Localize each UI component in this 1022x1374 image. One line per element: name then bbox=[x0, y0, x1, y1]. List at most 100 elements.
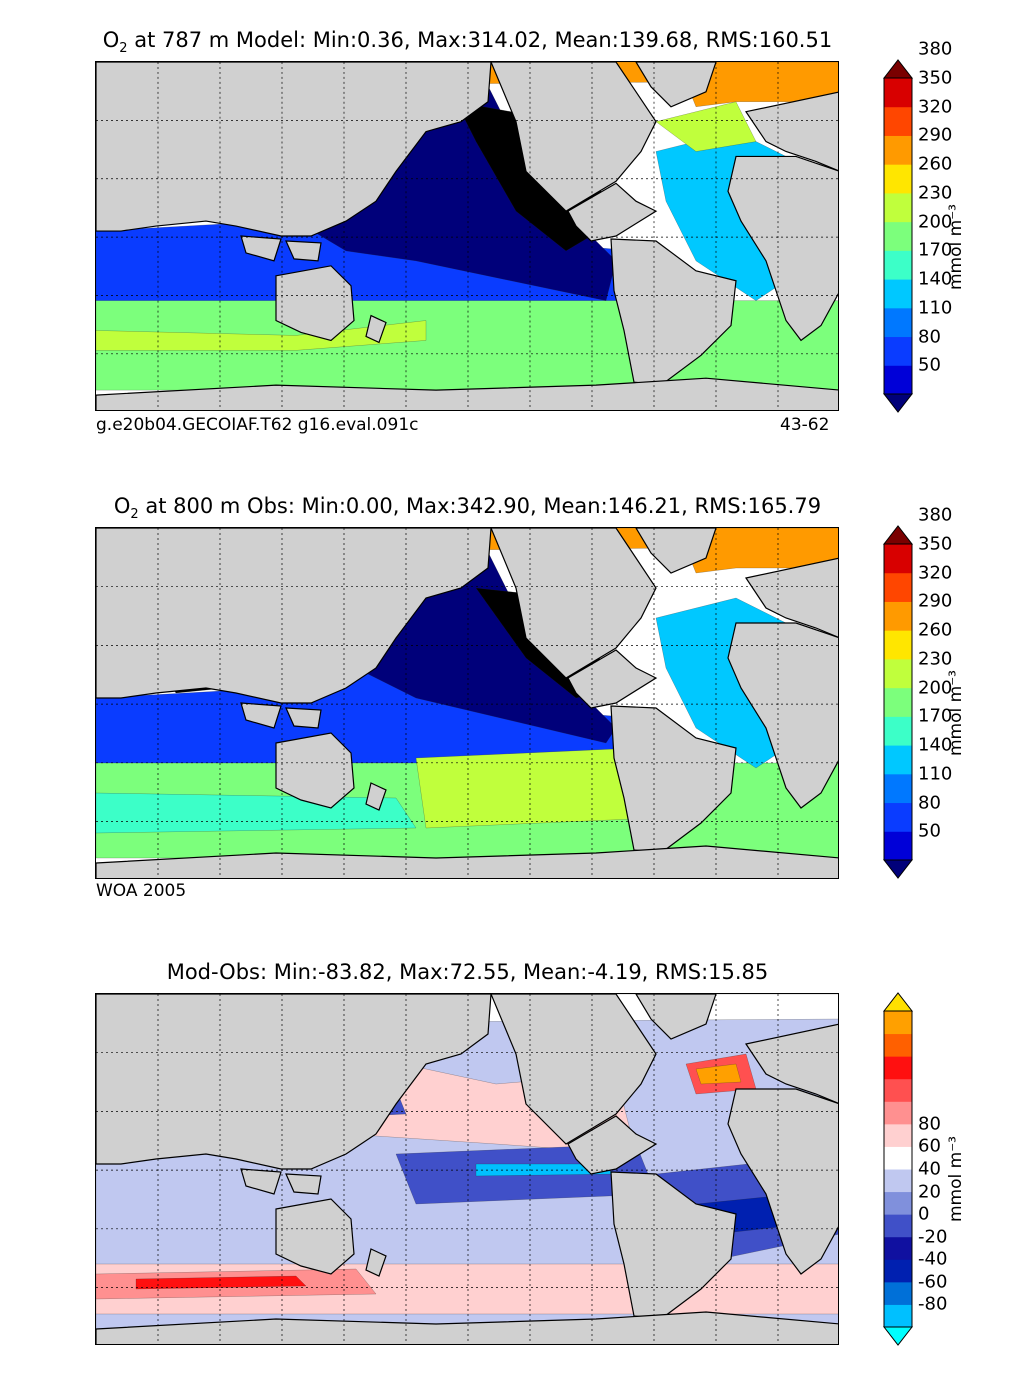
graticule bbox=[96, 62, 838, 410]
colorbar-max-arrow bbox=[882, 525, 914, 545]
land-mass bbox=[490, 528, 657, 679]
land-mass bbox=[275, 265, 355, 342]
colorbar-graphic bbox=[882, 992, 914, 1346]
land-mass bbox=[635, 528, 717, 574]
colorbar-segment bbox=[884, 773, 912, 804]
colorbar bbox=[882, 59, 914, 413]
land-mass bbox=[275, 1198, 355, 1275]
land-mass bbox=[727, 1088, 838, 1275]
panel-title: O2 at 800 m Obs: Min:0.00, Max:342.90, M… bbox=[113, 494, 822, 523]
contour-region bbox=[96, 320, 427, 351]
colorbar-tick-label: 290 bbox=[918, 124, 953, 146]
panel-title: Mod-Obs: Min:-83.82, Max:72.55, Mean:-4.… bbox=[166, 960, 769, 984]
colorbar-segment bbox=[884, 658, 912, 689]
land-mass bbox=[285, 707, 322, 729]
colorbar-segment bbox=[884, 1101, 912, 1125]
colorbar-tick-label: -60 bbox=[918, 1271, 948, 1293]
colorbar-tick-label: 260 bbox=[918, 619, 953, 641]
land-mass bbox=[745, 91, 838, 172]
colorbar-tick-label: 80 bbox=[918, 326, 941, 348]
colorbar-segment bbox=[884, 1146, 912, 1170]
colorbar-segment bbox=[884, 1281, 912, 1305]
colorbar-segment bbox=[884, 1078, 912, 1102]
colorbar-tick-label: 80 bbox=[918, 792, 941, 814]
run-label: g.e20b04.GECOIAF.T62 g16.eval.091c bbox=[96, 415, 419, 435]
colorbar-tick-label: -40 bbox=[918, 1248, 948, 1270]
colorbar-tick-label: -20 bbox=[918, 1226, 948, 1248]
land-mass bbox=[610, 1171, 737, 1320]
land-mass bbox=[275, 732, 355, 809]
colorbar-segment bbox=[884, 1259, 912, 1283]
colorbar-tick-label: 350 bbox=[918, 67, 953, 89]
land-mass bbox=[727, 155, 838, 342]
colorbar-max-arrow bbox=[882, 59, 914, 79]
colorbar-unit: mmol m⁻³ bbox=[946, 1136, 966, 1222]
panel-title: O2 at 787 m Model: Min:0.36, Max:314.02,… bbox=[102, 28, 833, 57]
colorbar-tick-label: 110 bbox=[918, 297, 953, 319]
colorbar-segment bbox=[884, 336, 912, 366]
colorbar-segment bbox=[884, 1191, 912, 1215]
colorbar-segment bbox=[884, 601, 912, 631]
land-mass bbox=[745, 1023, 838, 1104]
colorbar-graphic bbox=[882, 59, 914, 413]
colorbar-min-arrow bbox=[882, 859, 914, 879]
colorbar-segment bbox=[884, 250, 912, 280]
colorbar-tick-label: 320 bbox=[918, 96, 953, 118]
source-label: WOA 2005 bbox=[96, 881, 187, 901]
land-mass bbox=[96, 62, 492, 237]
difference-map bbox=[95, 993, 839, 1345]
colorbar-tick-label: 170 bbox=[918, 705, 953, 727]
land-mass bbox=[240, 235, 282, 262]
colorbar bbox=[882, 992, 914, 1346]
land-mass bbox=[610, 705, 737, 854]
colorbar-segment bbox=[884, 1169, 912, 1193]
colorbar-segment bbox=[884, 831, 912, 861]
colorbar-min-arrow bbox=[882, 393, 914, 413]
land-mass bbox=[365, 314, 387, 344]
colorbar-segment bbox=[884, 1056, 912, 1080]
colorbar-segment bbox=[884, 221, 912, 251]
colorbar-segment bbox=[884, 745, 912, 775]
graticule bbox=[96, 528, 838, 878]
land-mass bbox=[285, 240, 322, 262]
colorbar-tick-label: 60 bbox=[918, 1135, 941, 1157]
colorbar-segment bbox=[884, 279, 912, 309]
colorbar-tick-label: 350 bbox=[918, 533, 953, 555]
colorbar-segment bbox=[884, 164, 912, 194]
land-mass bbox=[285, 1173, 322, 1195]
colorbar-graphic bbox=[882, 525, 914, 879]
land-mass bbox=[96, 528, 492, 704]
colorbar-tick-label: 80 bbox=[918, 1113, 941, 1135]
colorbar-segment bbox=[884, 630, 912, 660]
colorbar-segment bbox=[884, 1214, 912, 1238]
colorbar-segment bbox=[884, 1033, 912, 1057]
colorbar-segment bbox=[884, 365, 912, 395]
land-mass bbox=[567, 1115, 658, 1175]
colorbar-tick-label: 20 bbox=[918, 1181, 941, 1203]
land-mass bbox=[567, 649, 658, 709]
colorbar-segment bbox=[884, 687, 912, 717]
land-mass bbox=[240, 702, 282, 729]
land-mass bbox=[365, 782, 387, 811]
colorbar-tick-label: 290 bbox=[918, 590, 953, 612]
colorbar-max-arrow bbox=[882, 992, 914, 1012]
colorbar-tick-label: -80 bbox=[918, 1293, 948, 1315]
colorbar-segment bbox=[884, 1011, 912, 1035]
colorbar-tick-label: 200 bbox=[918, 211, 953, 233]
colorbar-tick-label: 140 bbox=[918, 734, 953, 756]
colorbar-tick-label: 230 bbox=[918, 648, 953, 670]
colorbar-segment bbox=[884, 716, 912, 746]
land-mass bbox=[96, 377, 838, 410]
colorbar-segment bbox=[884, 135, 912, 165]
land-mass bbox=[635, 62, 717, 108]
colorbar-min-arrow bbox=[882, 1326, 914, 1346]
colorbar-tick-label: 200 bbox=[918, 677, 953, 699]
obs-map bbox=[95, 527, 839, 879]
colorbar-tick-label: 50 bbox=[918, 354, 941, 376]
land-mass bbox=[635, 994, 717, 1040]
colorbar-tick-label: 0 bbox=[918, 1203, 930, 1225]
colorbar bbox=[882, 525, 914, 879]
contour-region bbox=[695, 1063, 742, 1085]
colorbar-segment bbox=[884, 544, 912, 574]
colorbar-tick-label: 230 bbox=[918, 182, 953, 204]
